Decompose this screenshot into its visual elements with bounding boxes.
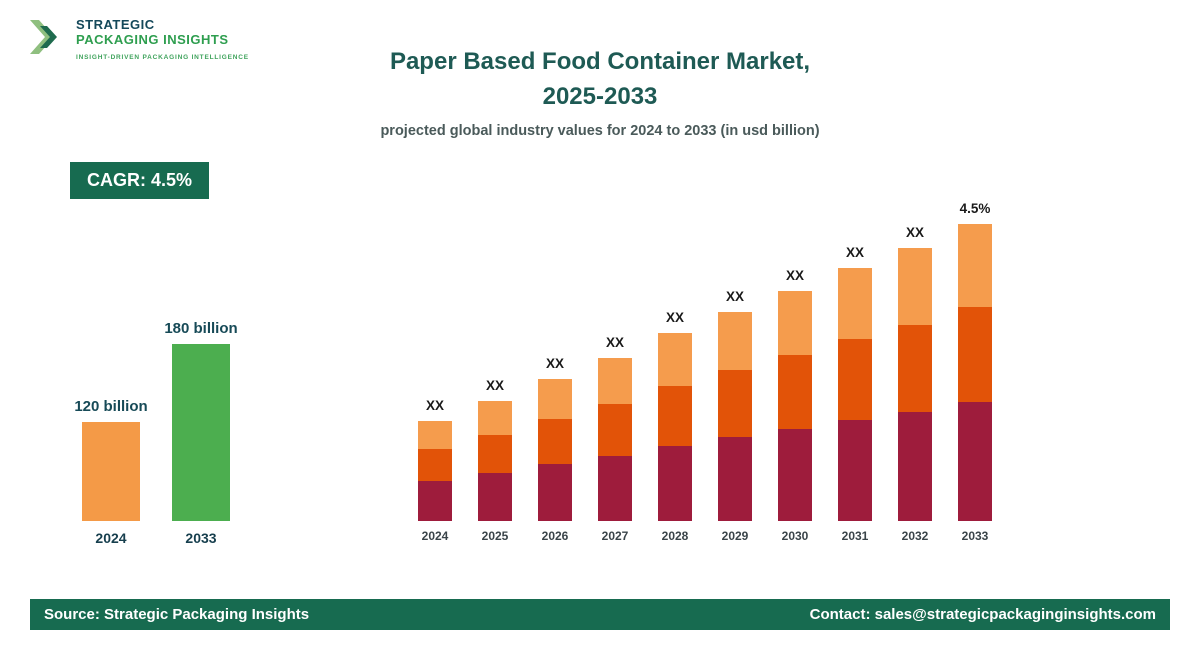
stacked-bar: [778, 291, 812, 521]
stacked-value-label: XX: [845, 245, 864, 260]
stacked-value-label: XX: [725, 289, 744, 304]
stacked-bar: [838, 268, 872, 521]
stacked-bar: [958, 224, 992, 521]
stacked-value-label: XX: [785, 268, 804, 283]
stacked-year-label: 2026: [541, 529, 569, 543]
stacked-bar-group: XX 2024: [405, 192, 465, 544]
segment-middle: [658, 386, 692, 446]
footer-bar: Source: Strategic Packaging Insights Con…: [30, 599, 1170, 630]
brand-name-line2: PACKAGING INSIGHTS: [76, 31, 229, 47]
comparison-bar-group: 180 billion 2033: [156, 305, 246, 547]
stacked-year-label: 2025: [481, 529, 509, 543]
segment-bottom: [898, 412, 932, 521]
comparison-bar: [82, 422, 140, 521]
comparison-value-label: 180 billion: [164, 320, 238, 337]
stacked-value-label: 4.5%: [959, 201, 991, 216]
page-title-line2: 2025-2033: [542, 82, 658, 110]
segment-bottom: [718, 437, 752, 521]
brand-tagline: INSIGHT-DRIVEN PACKAGING INTELLIGENCE: [76, 53, 249, 61]
stacked-year-label: 2029: [721, 529, 749, 543]
segment-top: [538, 379, 572, 419]
stacked-bar: [598, 358, 632, 521]
stacked-year-label: 2031: [841, 529, 869, 543]
stacked-bar-group: XX 2025: [465, 192, 525, 544]
segment-middle: [598, 404, 632, 456]
segment-middle: [538, 419, 572, 464]
comparison-value-label: 120 billion: [74, 398, 148, 415]
title-block: Paper Based Food Container Market, 2025-…: [300, 45, 900, 139]
stacked-value-label: XX: [425, 398, 444, 413]
page-title-line1: Paper Based Food Container Market,: [389, 48, 811, 75]
stacked-value-label: XX: [605, 335, 624, 350]
stacked-bar-group: XX 2029: [705, 192, 765, 544]
stacked-bar-group: XX 2026: [525, 192, 585, 544]
brand-text: STRATEGIC PACKAGING INSIGHTS INSIGHT-DRI…: [76, 14, 249, 61]
page-subtitle: projected global industry values for 202…: [380, 122, 820, 139]
stacked-bar-group: 4.5% 2033: [945, 192, 1005, 544]
segment-middle: [898, 325, 932, 412]
stacked-bar-group: XX 2031: [825, 192, 885, 544]
stacked-value-label: XX: [905, 225, 924, 240]
segment-middle: [718, 370, 752, 437]
stacked-bar: [538, 379, 572, 521]
segment-bottom: [478, 473, 512, 521]
segment-bottom: [838, 420, 872, 521]
stacked-value-label: XX: [485, 378, 504, 393]
stacked-bar-group: XX 2027: [585, 192, 645, 544]
stacked-bar: [478, 401, 512, 521]
stacked-bar-group: XX 2028: [645, 192, 705, 544]
brand-logo: STRATEGIC PACKAGING INSIGHTS INSIGHT-DRI…: [30, 14, 249, 61]
stacked-bar: [658, 333, 692, 521]
segment-bottom: [778, 429, 812, 521]
stacked-year-label: 2030: [781, 529, 809, 543]
stacked-bar: [718, 312, 752, 521]
footer-contact: Contact: sales@strategicpackaginginsight…: [809, 606, 1156, 623]
comparison-year-label: 2024: [95, 530, 127, 546]
brand-name-line1: STRATEGIC: [76, 17, 155, 32]
comparison-chart: 120 billion 2024 180 billion 2033: [66, 305, 246, 547]
stacked-bar-group: XX 2032: [885, 192, 945, 544]
segment-bottom: [958, 402, 992, 521]
segment-bottom: [658, 446, 692, 521]
segment-top: [478, 401, 512, 435]
stacked-bar: [418, 421, 452, 521]
stacked-value-label: XX: [665, 310, 684, 325]
segment-middle: [478, 435, 512, 473]
segment-top: [718, 312, 752, 370]
segment-top: [958, 224, 992, 307]
segment-middle: [778, 355, 812, 429]
stacked-bar: [898, 248, 932, 521]
comparison-bar-group: 120 billion 2024: [66, 305, 156, 547]
chevron-logo-icon: [30, 14, 68, 60]
stacked-year-label: 2024: [421, 529, 449, 543]
stacked-bars: XX 2024 XX 2025 XX 2026 XX 2027 XX 2028 XX 2029 XX 20…: [405, 192, 1005, 544]
comparison-bar: [172, 344, 230, 521]
segment-top: [598, 358, 632, 404]
segment-top: [838, 268, 872, 339]
comparison-bars: 120 billion 2024 180 billion 2033: [66, 305, 246, 547]
segment-top: [658, 333, 692, 386]
segment-middle: [418, 449, 452, 481]
stacked-year-label: 2032: [901, 529, 929, 543]
stacked-year-label: 2033: [961, 529, 989, 543]
comparison-year-label: 2033: [185, 530, 217, 546]
segment-middle: [838, 339, 872, 420]
stacked-year-label: 2028: [661, 529, 689, 543]
footer-source: Source: Strategic Packaging Insights: [44, 606, 310, 623]
stacked-bar-group: XX 2030: [765, 192, 825, 544]
segment-top: [898, 248, 932, 325]
cagr-badge: CAGR: 4.5%: [70, 162, 210, 199]
stacked-year-label: 2027: [601, 529, 629, 543]
segment-top: [778, 291, 812, 355]
segment-bottom: [538, 464, 572, 521]
stacked-value-label: XX: [545, 356, 564, 371]
segment-bottom: [598, 456, 632, 521]
segment-middle: [958, 307, 992, 402]
stacked-bar-chart: XX 2024 XX 2025 XX 2026 XX 2027 XX 2028 XX 2029 XX 20…: [405, 192, 1005, 544]
segment-top: [418, 421, 452, 449]
segment-bottom: [418, 481, 452, 521]
